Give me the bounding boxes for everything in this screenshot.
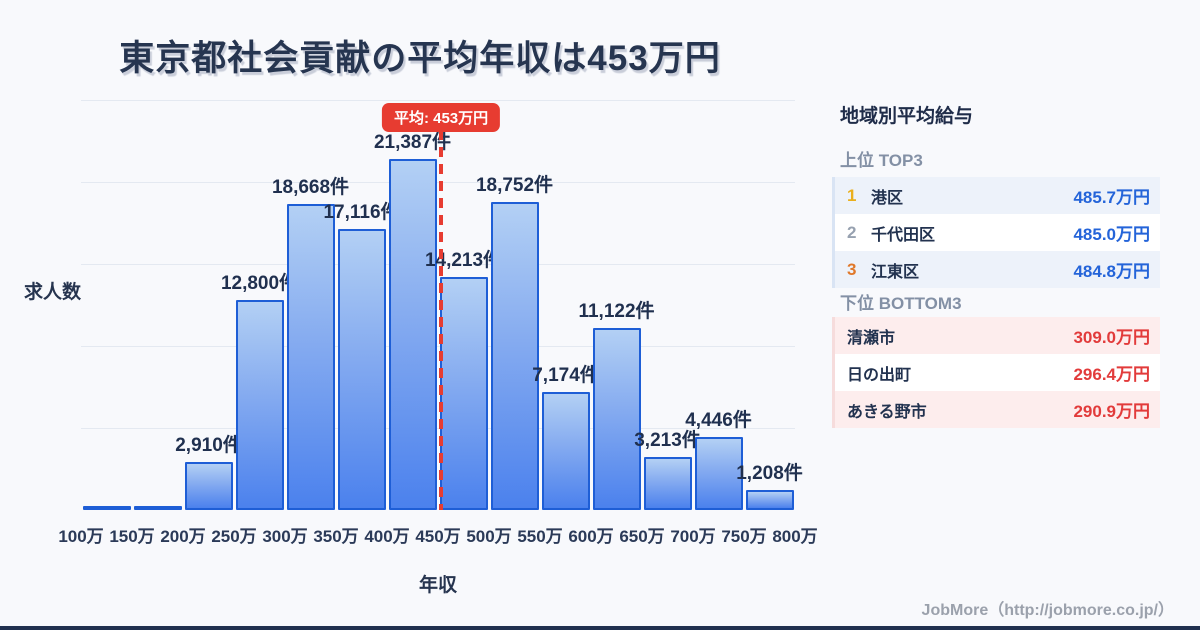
bar-value-label: 11,122件: [578, 300, 655, 322]
bar-value-label: 3,213件: [634, 430, 701, 452]
histogram-bar: [439, 276, 488, 510]
table-row: 3 江東区 484.8万円: [835, 251, 1160, 288]
region-name: あきる野市: [847, 403, 927, 421]
histogram-bar: [694, 437, 743, 510]
region-name: 江東区: [871, 263, 920, 281]
histogram-bar: [133, 506, 182, 510]
region-name: 港区: [871, 189, 904, 207]
gridline: [81, 100, 795, 101]
region-salary-value: 309.0万円: [1073, 328, 1150, 347]
x-tick-label: 200万: [160, 527, 206, 546]
footer-credit: JobMore（http://jobmore.co.jp/）: [921, 602, 1174, 619]
histogram-bar: [235, 300, 284, 510]
x-tick-label: 700万: [670, 527, 716, 546]
histogram-bar: [82, 506, 131, 510]
histogram-bar: [745, 490, 794, 510]
x-tick-label: 350万: [313, 527, 359, 546]
bar-value-label: 7,174件: [532, 365, 599, 387]
gridline: [81, 264, 795, 265]
histogram-bar: [541, 392, 590, 510]
rank-badge: 1: [847, 185, 857, 205]
region-name: 千代田区: [871, 226, 936, 244]
x-tick-label: 650万: [619, 527, 665, 546]
bar-value-label: 18,668件: [271, 176, 350, 198]
chart-title: 東京都社会貢献の平均年収は453万円: [119, 39, 721, 78]
table-row: 清瀬市 309.0万円: [835, 317, 1160, 354]
histogram-bar: [286, 203, 335, 510]
region-salary-value: 296.4万円: [1073, 365, 1150, 384]
bar-value-label: 4,446件: [685, 410, 752, 432]
average-badge: 平均: 453万円: [381, 103, 501, 132]
bar-value-label: 14,213件: [424, 249, 503, 271]
x-tick-label: 450万: [415, 527, 461, 546]
histogram-bar: [490, 202, 539, 510]
bottom3-heading: 下位 BOTTOM3: [840, 294, 962, 313]
top3-heading: 上位 TOP3: [840, 151, 923, 170]
x-tick-label: 500万: [466, 527, 512, 546]
x-tick-label: 550万: [517, 527, 563, 546]
bottom3-table: 清瀬市 309.0万円 日の出町 296.4万円 あきる野市 290.9万円: [832, 317, 1160, 428]
x-tick-label: 800万: [772, 527, 818, 546]
bottom-accent-bar: [0, 626, 1200, 630]
region-name: 日の出町: [847, 366, 912, 384]
table-row: あきる野市 290.9万円: [835, 391, 1160, 428]
x-tick-label: 400万: [364, 527, 410, 546]
x-tick-label: 750万: [721, 527, 767, 546]
y-axis-label: 求人数: [24, 282, 82, 303]
sidebar-title: 地域別平均給与: [840, 106, 974, 127]
x-tick-label: 150万: [109, 527, 155, 546]
region-salary-value: 485.0万円: [1073, 225, 1150, 244]
x-tick-label: 600万: [568, 527, 614, 546]
x-tick-label: 100万: [58, 527, 104, 546]
histogram-bar: [592, 327, 641, 510]
table-row: 1 港区 485.7万円: [835, 177, 1160, 214]
histogram-bar: [184, 462, 233, 510]
bar-value-label: 12,800件: [220, 273, 299, 295]
region-name: 清瀬市: [847, 329, 896, 347]
x-tick-label: 300万: [262, 527, 308, 546]
table-row: 日の出町 296.4万円: [835, 354, 1160, 391]
gridline: [81, 346, 795, 347]
bar-value-label: 1,208件: [736, 463, 803, 485]
bar-value-label: 18,752件: [475, 175, 554, 197]
histogram-bar: [643, 457, 692, 510]
table-row: 2 千代田区 485.0万円: [835, 214, 1160, 251]
gridline: [81, 428, 795, 429]
rank-badge: 3: [847, 259, 857, 279]
region-salary-value: 290.9万円: [1073, 402, 1150, 421]
x-tick-label: 250万: [211, 527, 257, 546]
rank-badge: 2: [847, 222, 857, 242]
histogram-bar: [388, 159, 437, 510]
histogram-bar: [337, 229, 386, 510]
top3-table: 1 港区 485.7万円 2 千代田区 485.0万円 3 江東区 484.8万…: [832, 177, 1160, 288]
region-salary-value: 485.7万円: [1073, 188, 1150, 207]
histogram-plot: 2,910件 12,800件 18,668件 17,116件 21,387件 14,213…: [58, 100, 818, 546]
bar-value-label: 2,910件: [175, 435, 242, 457]
bar-value-label: 17,116件: [323, 202, 400, 224]
gridline: [81, 182, 795, 183]
bar-value-label: 21,387件: [373, 132, 452, 154]
average-line: [439, 130, 444, 510]
x-axis-label: 年収: [418, 575, 457, 596]
region-salary-value: 484.8万円: [1073, 262, 1150, 281]
